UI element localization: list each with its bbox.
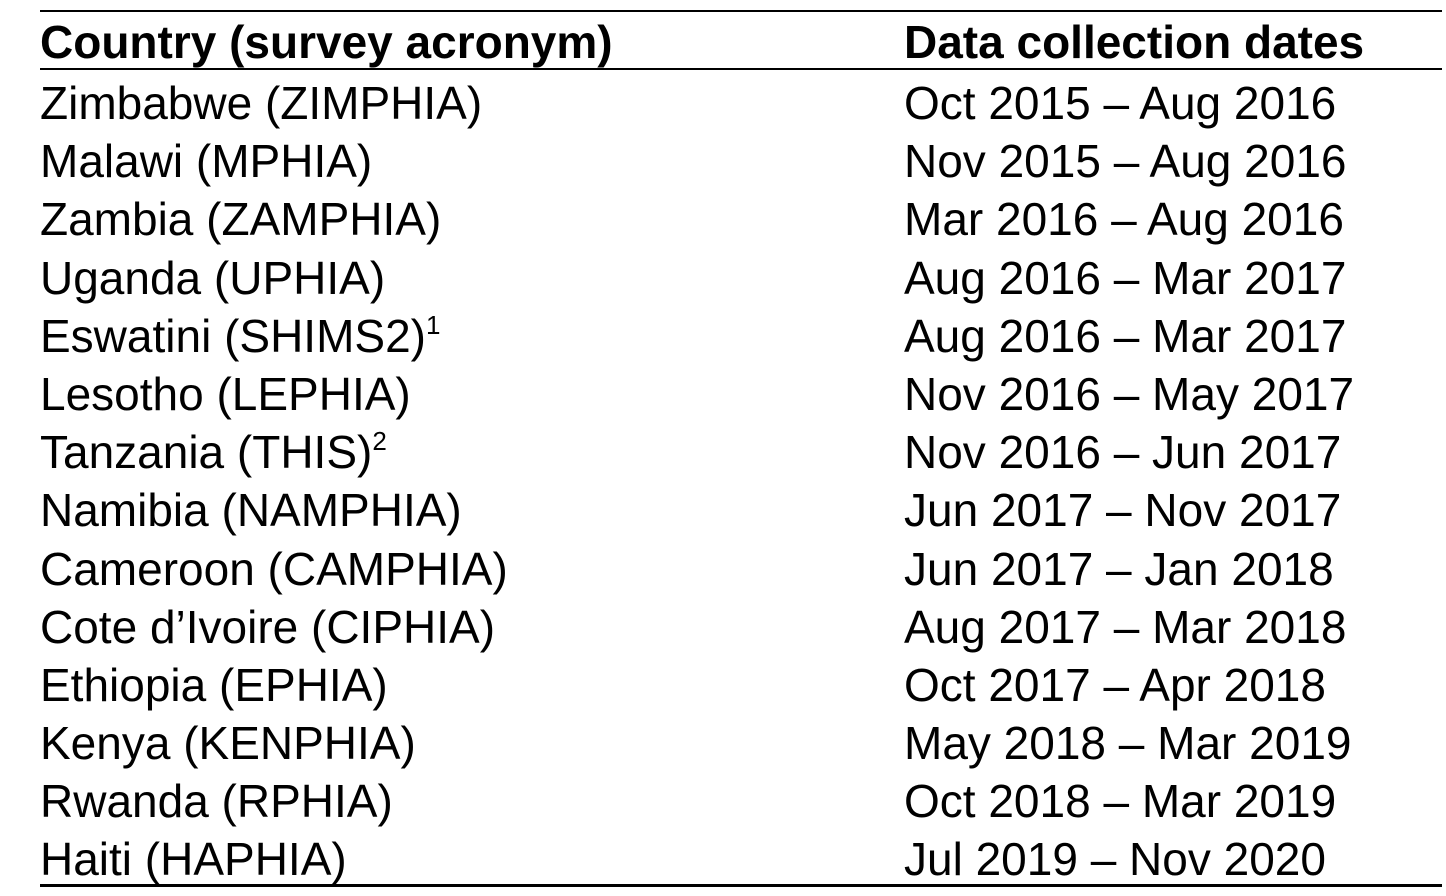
country-name: Zambia (ZAMPHIA) xyxy=(40,193,442,246)
country-name: Namibia (NAMPHIA) xyxy=(40,484,462,537)
table-row: Eswatini (SHIMS2)1 Aug 2016 – Mar 2017 xyxy=(0,307,1446,365)
table-row: Lesotho (LEPHIA) Nov 2016 – May 2017 xyxy=(0,365,1446,423)
table-row: Namibia (NAMPHIA) Jun 2017 – Nov 2017 xyxy=(0,481,1446,539)
country-cell: Eswatini (SHIMS2)1 xyxy=(40,307,440,365)
country-cell: Cameroon (CAMPHIA) xyxy=(40,540,508,598)
dates-cell: Nov 2015 – Aug 2016 xyxy=(904,135,1347,188)
country-cell: Namibia (NAMPHIA) xyxy=(40,481,462,539)
country-name: Haiti (HAPHIA) xyxy=(40,833,347,886)
table-row: Zimbabwe (ZIMPHIA) Oct 2015 – Aug 2016 xyxy=(0,74,1446,132)
country-cell: Ethiopia (EPHIA) xyxy=(40,656,388,714)
table-row: Rwanda (RPHIA) Oct 2018 – Mar 2019 xyxy=(0,772,1446,830)
dates-cell: Nov 2016 – May 2017 xyxy=(904,367,1355,420)
country-name: Rwanda (RPHIA) xyxy=(40,775,393,828)
country-name: Cameroon (CAMPHIA) xyxy=(40,542,508,595)
country-cell: Kenya (KENPHIA) xyxy=(40,714,416,772)
country-name: Kenya (KENPHIA) xyxy=(40,717,416,770)
dates-cell: Mar 2016 – Aug 2016 xyxy=(904,193,1344,246)
table-header-row: Country (survey acronym) Data collection… xyxy=(0,16,1446,68)
country-name: Uganda (UPHIA) xyxy=(40,251,386,304)
dates-cell: Oct 2018 – Mar 2019 xyxy=(904,775,1337,828)
country-cell: Zimbabwe (ZIMPHIA) xyxy=(40,74,482,132)
table-row: Malawi (MPHIA) Nov 2015 – Aug 2016 xyxy=(0,132,1446,190)
dates-cell: Oct 2015 – Aug 2016 xyxy=(904,77,1337,129)
country-name: Malawi (MPHIA) xyxy=(40,135,373,188)
table-row: Cote d’Ivoire (CIPHIA) Aug 2017 – Mar 201… xyxy=(0,598,1446,656)
country-cell: Tanzania (THIS)2 xyxy=(40,423,387,481)
country-name: Ethiopia (EPHIA) xyxy=(40,658,388,711)
country-cell: Zambia (ZAMPHIA) xyxy=(40,190,441,248)
dates-cell: Jun 2017 – Nov 2017 xyxy=(904,484,1342,537)
table-bottom-rule xyxy=(40,884,1442,887)
country-cell: Cote d’Ivoire (CIPHIA) xyxy=(40,598,495,656)
table-row: Cameroon (CAMPHIA) Jun 2017 – Jan 2018 xyxy=(0,540,1446,598)
country-name: Zimbabwe (ZIMPHIA) xyxy=(40,77,483,129)
table-row: Tanzania (THIS)2 Nov 2016 – Jun 2017 xyxy=(0,423,1446,481)
table-header-rule xyxy=(40,68,1442,70)
table-body: Zimbabwe (ZIMPHIA) Oct 2015 – Aug 2016 Mal… xyxy=(0,74,1446,889)
table-row: Kenya (KENPHIA) May 2018 – Mar 2019 xyxy=(0,714,1446,772)
table-row: Ethiopia (EPHIA) Oct 2017 – Apr 2018 xyxy=(0,656,1446,714)
dates-cell: May 2018 – Mar 2019 xyxy=(904,717,1352,770)
footnote-marker: 1 xyxy=(425,309,441,340)
country-cell: Lesotho (LEPHIA) xyxy=(40,365,411,423)
dates-cell: Oct 2017 – Apr 2018 xyxy=(904,658,1326,711)
country-name: Eswatini (SHIMS2) xyxy=(40,309,426,362)
table-row: Uganda (UPHIA) Aug 2016 – Mar 2017 xyxy=(0,249,1446,307)
country-name: Cote d’Ivoire (CIPHIA) xyxy=(40,600,496,653)
table-row: Zambia (ZAMPHIA) Mar 2016 – Aug 2016 xyxy=(0,190,1446,248)
dates-cell: Nov 2016 – Jun 2017 xyxy=(904,426,1342,479)
footnote-marker: 2 xyxy=(372,426,387,457)
dates-cell: Jun 2017 – Jan 2018 xyxy=(904,542,1334,595)
country-cell: Malawi (MPHIA) xyxy=(40,132,372,190)
header-dates: Data collection dates xyxy=(904,16,1365,68)
dates-cell: Aug 2016 – Mar 2017 xyxy=(904,251,1347,304)
header-country: Country (survey acronym) xyxy=(40,16,613,68)
country-name: Tanzania (THIS) xyxy=(40,426,373,479)
dates-cell: Aug 2017 – Mar 2018 xyxy=(904,600,1347,653)
table-top-rule xyxy=(40,10,1442,12)
country-cell: Haiti (HAPHIA) xyxy=(40,830,347,888)
dates-cell: Jul 2019 – Nov 2020 xyxy=(904,833,1326,886)
country-name: Lesotho (LEPHIA) xyxy=(40,367,411,420)
country-cell: Rwanda (RPHIA) xyxy=(40,772,393,830)
table-row: Haiti (HAPHIA) Jul 2019 – Nov 2020 xyxy=(0,830,1446,888)
country-cell: Uganda (UPHIA) xyxy=(40,249,385,307)
dates-cell: Aug 2016 – Mar 2017 xyxy=(904,309,1347,362)
